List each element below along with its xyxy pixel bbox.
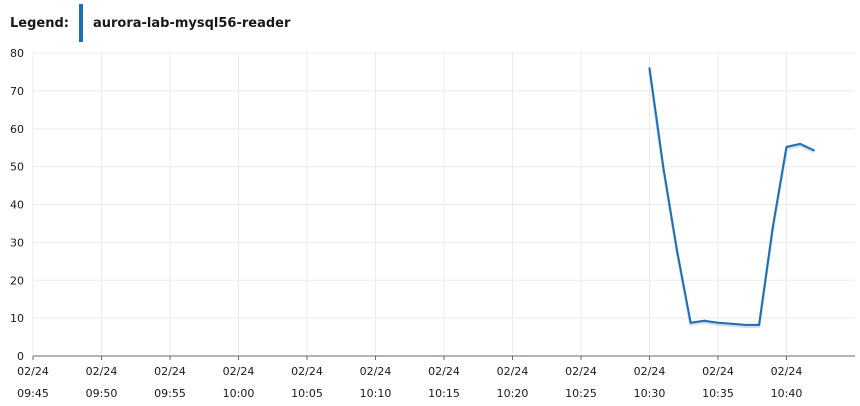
x-tick-time: 09:45: [17, 387, 49, 400]
x-tick-date: 02/24: [291, 365, 323, 378]
x-tick-date: 02/24: [17, 365, 49, 378]
data-point: [799, 142, 802, 145]
x-tick-time: 10:05: [291, 387, 323, 400]
y-tick-label: 10: [10, 312, 24, 325]
x-tick-date: 02/24: [771, 365, 803, 378]
x-tick-time: 10:35: [702, 387, 734, 400]
legend-title: Legend:: [10, 15, 69, 31]
x-tick-time: 09:50: [86, 387, 118, 400]
x-tick-time: 10:10: [360, 387, 392, 400]
x-tick-time: 10:25: [565, 387, 597, 400]
x-tick-date: 02/24: [154, 365, 186, 378]
data-point: [675, 248, 678, 251]
series-line-shadow: [648, 69, 815, 328]
y-tick-label: 50: [10, 161, 24, 174]
data-point: [744, 323, 747, 326]
x-axis-ticks: 02/24 09:45 02/24 09:50 02/24 09:55 02/24 10:00…: [17, 365, 802, 400]
data-point: [648, 67, 651, 70]
y-axis-ticks: 0 10 20 30 40 50 60 70 80: [10, 47, 24, 363]
x-tick-time: 10:00: [223, 387, 255, 400]
x-tick-date: 02/24: [86, 365, 118, 378]
data-point: [703, 319, 706, 322]
x-tick-time: 09:55: [154, 387, 186, 400]
data-point: [662, 165, 665, 168]
x-tick-date: 02/24: [497, 365, 529, 378]
y-tick-label: 40: [10, 199, 24, 212]
chart-legend: Legend: aurora-lab-mysql56-reader: [10, 4, 290, 42]
data-point: [717, 321, 719, 324]
x-tick-time: 10:30: [634, 387, 666, 400]
y-tick-label: 20: [10, 274, 24, 287]
legend-swatch: [78, 4, 83, 42]
y-tick-label: 70: [10, 85, 24, 98]
x-tick-date: 02/24: [565, 365, 597, 378]
data-point: [771, 226, 774, 229]
data-point: [689, 321, 692, 324]
chart-grid: [32, 52, 855, 356]
legend-item-label[interactable]: aurora-lab-mysql56-reader: [92, 15, 291, 31]
data-point: [785, 145, 788, 148]
chart-axes: [32, 53, 855, 360]
x-tick-date: 02/24: [634, 365, 666, 378]
y-tick-label: 80: [10, 47, 24, 60]
data-point: [812, 149, 815, 152]
y-tick-label: 0: [17, 350, 24, 363]
y-tick-label: 30: [10, 236, 24, 249]
x-tick-date: 02/24: [360, 365, 392, 378]
x-tick-date: 02/24: [702, 365, 734, 378]
x-tick-time: 10:15: [428, 387, 460, 400]
data-point: [730, 322, 733, 325]
x-tick-date: 02/24: [428, 365, 460, 378]
x-tick-time: 10:40: [771, 387, 803, 400]
y-tick-label: 60: [10, 123, 24, 136]
series-line: [648, 68, 815, 326]
chart-series: [648, 67, 815, 328]
x-tick-date: 02/24: [223, 365, 255, 378]
x-tick-time: 10:20: [497, 387, 529, 400]
data-point: [758, 323, 761, 326]
